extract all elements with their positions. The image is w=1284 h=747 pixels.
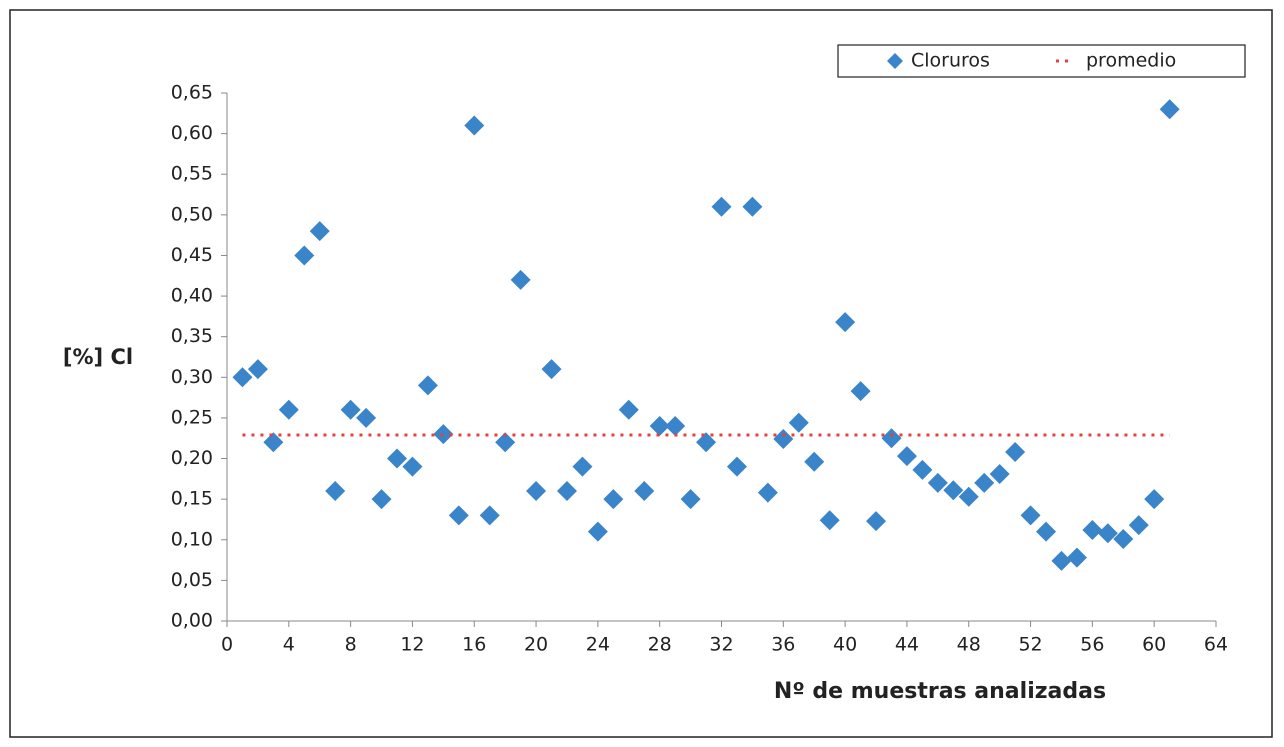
x-tick-label: 52 bbox=[1018, 634, 1042, 656]
data-point bbox=[927, 472, 948, 493]
data-point bbox=[819, 510, 840, 531]
data-point bbox=[1144, 489, 1165, 510]
y-tick-label: 0,60 bbox=[171, 122, 213, 144]
data-point bbox=[340, 399, 361, 420]
y-tick-label: 0,20 bbox=[171, 447, 213, 469]
data-point bbox=[479, 505, 500, 526]
y-tick-label: 0,35 bbox=[171, 325, 213, 347]
data-point bbox=[696, 432, 717, 453]
x-tick-label: 4 bbox=[283, 634, 295, 656]
data-point bbox=[1113, 528, 1134, 549]
data-point bbox=[325, 481, 346, 502]
data-point bbox=[881, 428, 902, 449]
y-tick-label: 0,00 bbox=[171, 610, 213, 632]
y-tick-label: 0,45 bbox=[171, 244, 213, 266]
data-point bbox=[649, 416, 670, 437]
data-point bbox=[464, 115, 485, 136]
data-point bbox=[804, 451, 825, 472]
y-tick-label: 0,25 bbox=[171, 406, 213, 428]
y-tick-label: 0,55 bbox=[171, 163, 213, 185]
data-point bbox=[603, 489, 624, 510]
data-point bbox=[572, 456, 593, 477]
chart-frame bbox=[9, 9, 1273, 738]
y-tick-label: 0,10 bbox=[171, 528, 213, 550]
y-axis-label: [%] Cl bbox=[63, 345, 133, 369]
data-point bbox=[850, 381, 871, 402]
legend-box bbox=[837, 44, 1246, 78]
data-point bbox=[1128, 515, 1149, 536]
data-point bbox=[680, 489, 701, 510]
x-tick-label: 44 bbox=[895, 634, 919, 656]
data-point bbox=[757, 482, 778, 503]
data-point bbox=[1159, 99, 1180, 120]
data-point bbox=[773, 429, 794, 450]
data-point bbox=[371, 489, 392, 510]
data-point bbox=[1082, 520, 1103, 541]
data-point bbox=[618, 399, 639, 420]
y-tick-label: 0,40 bbox=[171, 285, 213, 307]
y-tick-label: 0,50 bbox=[171, 203, 213, 225]
data-point bbox=[510, 269, 531, 290]
data-point bbox=[711, 196, 732, 217]
y-tick-label: 0,30 bbox=[171, 366, 213, 388]
data-point bbox=[726, 456, 747, 477]
x-tick-label: 24 bbox=[586, 634, 610, 656]
data-point bbox=[402, 456, 423, 477]
x-tick-label: 8 bbox=[345, 634, 357, 656]
data-point bbox=[788, 412, 809, 433]
data-point bbox=[247, 359, 268, 380]
data-point bbox=[665, 416, 686, 437]
data-point bbox=[386, 448, 407, 469]
x-tick-label: 56 bbox=[1080, 634, 1104, 656]
data-point bbox=[866, 511, 887, 532]
data-point bbox=[356, 407, 377, 428]
y-tick-label: 0,05 bbox=[171, 569, 213, 591]
data-point bbox=[587, 521, 608, 542]
data-point bbox=[294, 245, 315, 266]
data-point bbox=[556, 481, 577, 502]
y-tick-label: 0,65 bbox=[171, 82, 213, 104]
data-point bbox=[1097, 523, 1118, 544]
y-tick-label: 0,15 bbox=[171, 488, 213, 510]
data-point bbox=[417, 375, 438, 396]
legend-label: promedio bbox=[1086, 50, 1176, 72]
x-axis-label: Nº de muestras analizadas bbox=[774, 679, 1106, 704]
data-point bbox=[1020, 505, 1041, 526]
data-point bbox=[989, 463, 1010, 484]
data-point bbox=[1051, 550, 1072, 571]
x-tick-label: 28 bbox=[648, 634, 672, 656]
data-point bbox=[526, 481, 547, 502]
x-tick-label: 60 bbox=[1142, 634, 1166, 656]
x-tick-label: 40 bbox=[833, 634, 857, 656]
legend-swatch bbox=[887, 53, 903, 69]
data-point bbox=[634, 481, 655, 502]
data-point bbox=[1036, 521, 1057, 542]
data-point bbox=[541, 359, 562, 380]
data-point bbox=[1066, 547, 1087, 568]
data-point bbox=[448, 505, 469, 526]
data-point bbox=[943, 480, 964, 501]
x-tick-label: 16 bbox=[462, 634, 486, 656]
data-point bbox=[232, 367, 253, 388]
data-point bbox=[1005, 442, 1026, 463]
legend-label: Cloruros bbox=[911, 50, 990, 72]
data-point bbox=[263, 432, 284, 453]
data-point bbox=[958, 486, 979, 507]
x-tick-label: 20 bbox=[524, 634, 548, 656]
data-point bbox=[896, 446, 917, 467]
x-tick-label: 32 bbox=[709, 634, 733, 656]
x-tick-label: 48 bbox=[957, 634, 981, 656]
data-point bbox=[309, 221, 330, 242]
x-tick-label: 0 bbox=[221, 634, 233, 656]
data-point bbox=[495, 432, 516, 453]
data-point bbox=[742, 196, 763, 217]
data-point bbox=[278, 399, 299, 420]
x-tick-label: 64 bbox=[1204, 634, 1228, 656]
data-point bbox=[912, 459, 933, 480]
data-point bbox=[974, 472, 995, 493]
x-tick-label: 12 bbox=[400, 634, 424, 656]
x-tick-label: 36 bbox=[771, 634, 795, 656]
data-point bbox=[835, 312, 856, 333]
